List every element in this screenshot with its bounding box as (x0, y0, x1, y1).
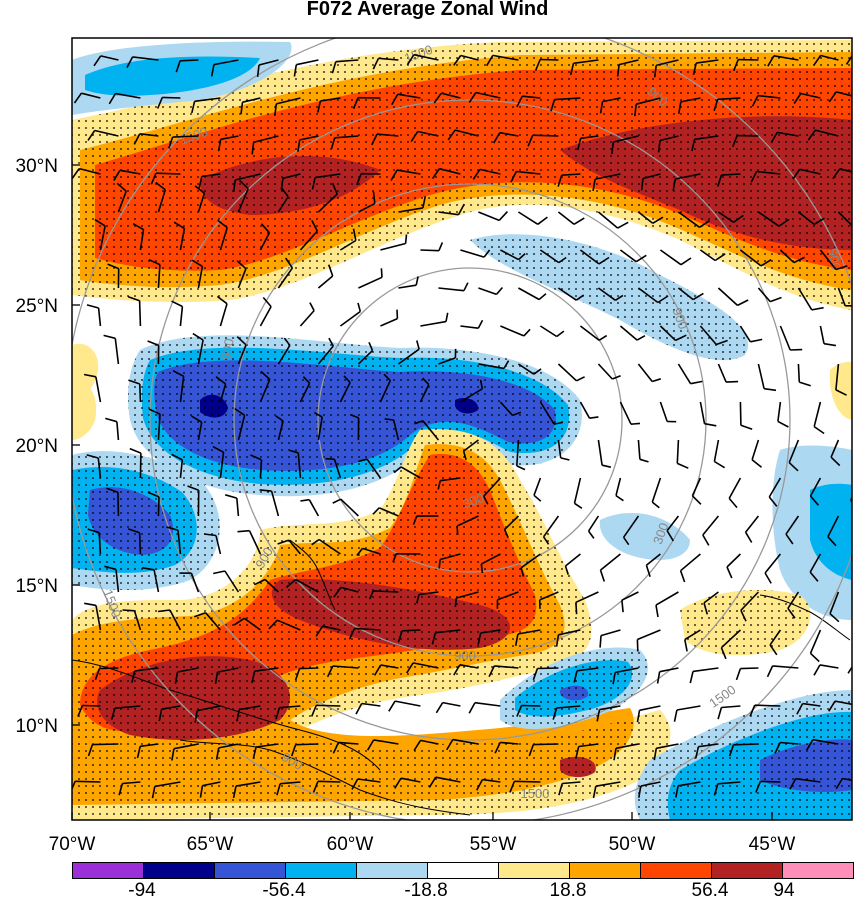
wind-barb-shaft (533, 135, 559, 136)
colorbar-swatch (72, 862, 144, 879)
wind-barb-shaft (173, 136, 199, 137)
wind-barb-shaft (140, 533, 141, 554)
colorbar-tick-label: -18.8 (404, 880, 447, 902)
wind-barb-shaft (514, 781, 540, 782)
lon-label: 55°W (470, 834, 517, 856)
wind-barb-shaft (300, 668, 319, 669)
wind-barb-shaft (162, 97, 180, 98)
colorbar-tick-label: 56.4 (692, 880, 729, 902)
colorbar-tick-label: -56.4 (262, 880, 305, 902)
wind-barb-flag (481, 564, 482, 573)
colorbar-tick-label: 94 (773, 880, 794, 902)
wind-barb-flag (381, 268, 382, 277)
wind-barb-shaft (180, 60, 198, 61)
wind-barb-shaft (75, 781, 100, 782)
wind-barb-shaft (82, 706, 100, 707)
wind-barb-flag (455, 598, 456, 607)
wind-barb-flag (123, 610, 135, 611)
lon-label: 70°W (49, 834, 96, 856)
range-ring-label: 1500 (521, 786, 550, 801)
wind-barb-flag (457, 526, 458, 535)
wind-barb-shaft (533, 744, 558, 745)
wind-barb-shaft (721, 174, 740, 175)
colorbar-swatch (569, 862, 641, 879)
wind-barb-flag (439, 560, 440, 569)
wind-barb-shaft (740, 668, 758, 669)
lat-label: 30°N (8, 156, 58, 178)
wind-barb-shaft (373, 591, 398, 592)
wind-barb-flag (238, 531, 250, 532)
wind-barb-flag (726, 382, 738, 383)
wind-barb-shaft (260, 460, 261, 478)
lat-label: 20°N (8, 436, 58, 458)
wind-barb-flag (406, 235, 407, 244)
colorbar-swatch (356, 862, 428, 879)
wind-barb-shaft (537, 668, 558, 669)
wind-barb-shaft (522, 706, 541, 707)
colorbar-swatch (285, 862, 357, 879)
wind-barb-flag (631, 423, 640, 424)
colorbar-swatch (143, 862, 215, 879)
lat-label: 25°N (8, 296, 58, 318)
wind-barb-shaft (92, 744, 118, 745)
wind-barb-shaft (734, 744, 759, 745)
wind-barb-shaft (118, 492, 119, 516)
colorbar-tick-label: 18.8 (550, 880, 587, 902)
lat-label: 10°N (8, 716, 58, 738)
wind-barb-shaft (540, 60, 558, 61)
colorbar-swatch (498, 862, 570, 879)
wind-barb-shaft (296, 744, 319, 745)
wind-barb-shaft (140, 384, 141, 402)
wind-barb-shaft (316, 705, 340, 706)
wind-barb-shaft (156, 173, 180, 174)
colorbar-swatch (782, 862, 854, 879)
colorbar-swatch (214, 862, 286, 879)
colorbar-swatch (711, 862, 783, 879)
wind-barb-flag (326, 459, 335, 460)
wind-barb-flag (385, 419, 394, 420)
colorbar-swatch (427, 862, 499, 879)
wind-barb-shaft (798, 364, 799, 382)
lon-label: 60°W (327, 834, 374, 856)
wind-barb-shaft (677, 440, 678, 463)
lon-label: 65°W (187, 834, 234, 856)
lon-label: 45°W (749, 834, 796, 856)
colorbar-tick-label: -94 (128, 880, 155, 902)
wind-barb-shaft (99, 668, 118, 669)
wind-barb-flag (576, 602, 577, 614)
wind-barb-shaft (755, 705, 781, 706)
lon-label: 50°W (609, 834, 656, 856)
wind-barb-shaft (402, 630, 420, 631)
wind-barb-shaft (140, 301, 141, 326)
wind-barb-shaft (158, 497, 159, 516)
wind-barb-shaft (760, 781, 780, 782)
lat-label: 15°N (8, 576, 58, 598)
colorbar-swatch (640, 862, 712, 879)
wind-barb-flag (600, 636, 601, 648)
wind-barb-shaft (420, 250, 438, 251)
wind-barb-shaft (318, 781, 340, 782)
range-ring-label: 900 (454, 648, 476, 663)
